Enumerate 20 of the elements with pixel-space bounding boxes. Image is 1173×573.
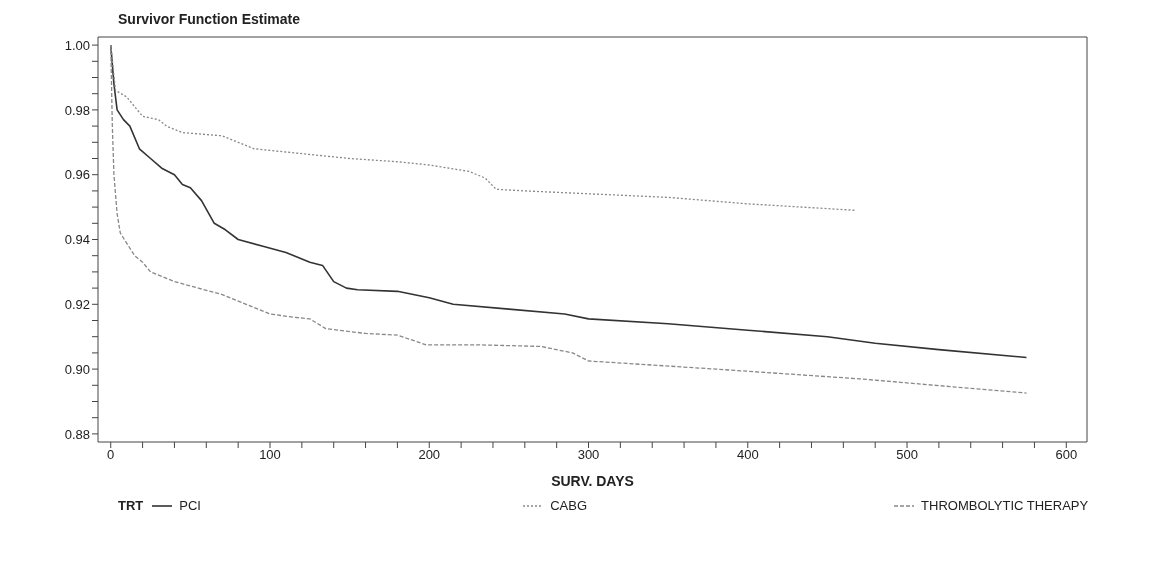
y-tick-label: 1.00 (64, 37, 90, 53)
x-axis-title: SURV. DAYS (551, 473, 634, 489)
legend-label: PCI (178, 498, 202, 513)
legend-title: TRT (118, 498, 144, 513)
y-tick-label: 0.88 (64, 426, 90, 442)
legend-label: CABG (549, 498, 588, 513)
y-tick-label: 0.92 (64, 296, 90, 312)
chart-title: Survivor Function Estimate (118, 10, 302, 29)
y-tick-label: 0.98 (64, 102, 90, 118)
y-tick-label: 0.94 (64, 232, 90, 248)
x-tick-label: 400 (736, 447, 759, 463)
x-tick-label: 600 (1055, 447, 1078, 463)
x-tick-label: 300 (577, 447, 600, 463)
x-tick-label: 200 (418, 447, 441, 463)
x-tick-label: 0 (107, 447, 115, 463)
legend-label: THROMBOLYTIC THERAPY (920, 498, 1090, 513)
y-tick-label: 0.96 (64, 167, 90, 183)
x-tick-label: 500 (896, 447, 918, 463)
x-tick-label: 100 (259, 447, 281, 463)
y-tick-label: 0.90 (64, 361, 90, 377)
